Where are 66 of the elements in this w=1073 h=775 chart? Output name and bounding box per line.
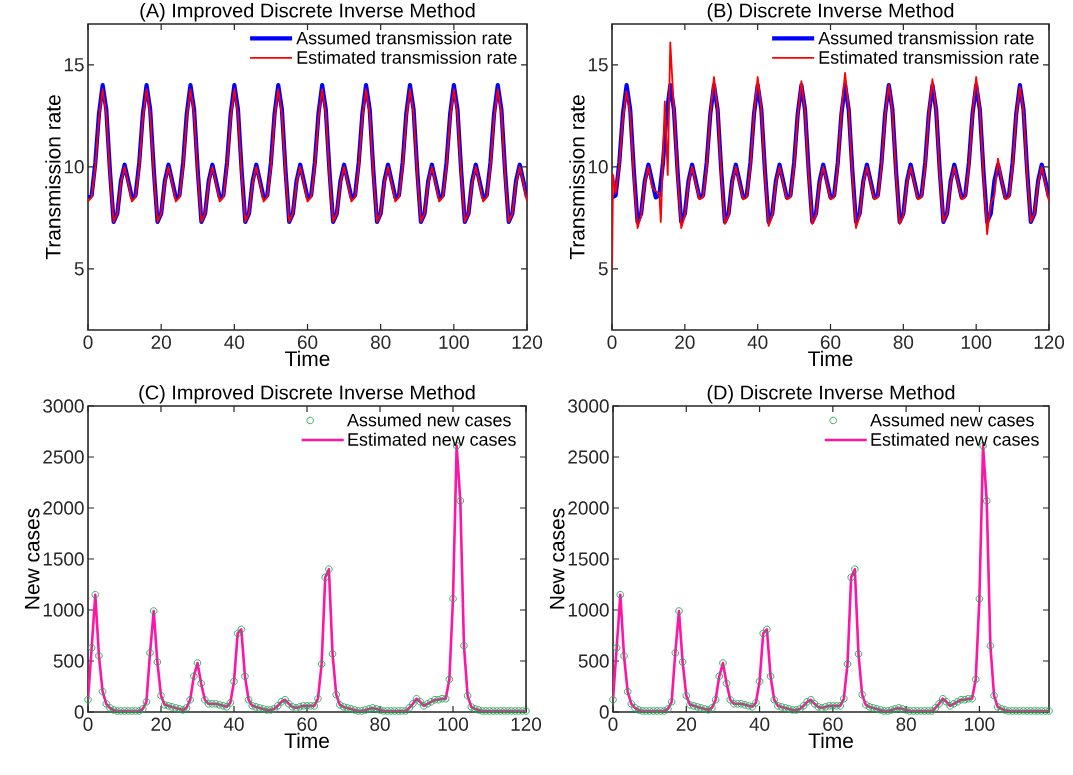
y-tick-label: 1500	[568, 552, 609, 566]
x-tick-label: 80	[370, 717, 390, 731]
x-tick-label: 20	[151, 717, 171, 731]
x-tick-label: 100	[961, 335, 992, 349]
y-tick-label: 15	[64, 58, 84, 72]
x-tick-label: 0	[83, 717, 93, 731]
x-tick-label: 80	[893, 335, 914, 349]
chart-title: (B) Discrete Inverse Method	[707, 2, 954, 22]
legend-label: Assumed transmission rate	[296, 31, 512, 45]
legend-label: Assumed new cases	[870, 413, 1034, 427]
y-tick-label: 15	[588, 58, 608, 72]
y-tick-label: 0	[74, 705, 84, 719]
y-tick-label: 1500	[43, 552, 84, 566]
y-tick-label: 10	[64, 160, 84, 174]
y-tick-label: 0	[599, 705, 609, 719]
legend-label: Estimated transmission rate	[819, 50, 1039, 64]
x-tick-label: 120	[512, 335, 543, 349]
y-tick-label: 1000	[568, 603, 609, 617]
legend-label: Assumed transmission rate	[818, 31, 1034, 45]
x-axis-title: Time	[808, 350, 853, 367]
x-tick-label: 80	[896, 717, 916, 731]
x-tick-label: 120	[511, 717, 542, 731]
x-tick-label: 40	[749, 717, 770, 731]
y-tick-label: 2500	[568, 450, 609, 464]
y-axis-title: Transmission rate	[569, 95, 585, 260]
legend-label: Assumed new cases	[347, 413, 511, 427]
y-tick-label: 2000	[568, 501, 609, 515]
x-tick-label: 60	[823, 717, 843, 731]
chart-title: (D) Discrete Inverse Method	[707, 384, 955, 404]
legend-label: Estimated transmission rate	[297, 50, 517, 64]
x-axis-title: Time	[808, 732, 853, 749]
y-axis-title: New cases	[549, 508, 565, 609]
x-tick-label: 40	[223, 717, 244, 731]
x-tick-label: 20	[676, 717, 697, 731]
chart-title: (C) Improved Discrete Inverse Method	[139, 384, 475, 404]
y-tick-label: 5	[598, 262, 608, 276]
x-tick-label: 100	[439, 335, 469, 349]
x-tick-label: 60	[297, 335, 318, 349]
y-tick-label: 3000	[568, 399, 609, 413]
x-tick-label: 40	[224, 335, 245, 349]
y-tick-label: 3000	[43, 399, 84, 413]
x-axis-title: Time	[284, 732, 329, 749]
x-tick-label: 20	[151, 335, 171, 349]
y-tick-label: 2500	[43, 450, 84, 464]
x-tick-label: 80	[370, 335, 391, 349]
y-tick-label: 500	[53, 654, 84, 668]
y-axis-title: Transmission rate	[45, 95, 61, 260]
x-tick-label: 60	[820, 335, 841, 349]
x-tick-label: 0	[83, 335, 93, 349]
x-axis-title: Time	[285, 350, 330, 367]
y-tick-label: 500	[578, 654, 609, 668]
x-tick-label: 40	[747, 335, 768, 349]
y-tick-label: 5	[74, 262, 84, 276]
y-tick-label: 1000	[43, 603, 84, 617]
x-tick-label: 100	[438, 717, 469, 731]
y-tick-label: 2000	[43, 501, 84, 515]
x-tick-label: 60	[297, 717, 317, 731]
x-tick-label: 0	[608, 717, 618, 731]
legend-label: Estimated new cases	[348, 432, 516, 446]
x-tick-label: 100	[965, 717, 995, 731]
legend-label: Estimated new cases	[871, 432, 1039, 446]
x-tick-label: 120	[1034, 335, 1065, 349]
y-tick-label: 10	[588, 160, 608, 174]
y-axis-title: New cases	[24, 508, 40, 609]
chart-title: (A) Improved Discrete Inverse Method	[140, 2, 475, 22]
x-tick-label: 20	[675, 335, 695, 349]
